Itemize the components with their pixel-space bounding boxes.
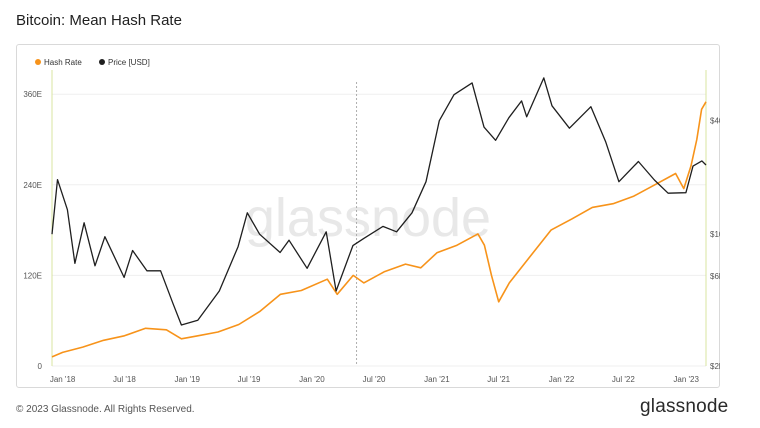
legend-hash-rate-label: Hash Rate: [44, 58, 82, 67]
y-left-tick-label: 120E: [23, 271, 42, 280]
y-axis-right: $2k $6k $10k $40k: [710, 117, 720, 371]
chart-panel: [16, 44, 720, 388]
legend: Hash Rate Price [USD]: [35, 58, 150, 67]
legend-price-dot: [99, 59, 105, 65]
brand-logo: glassnode: [640, 396, 729, 417]
y-left-tick-label: 360E: [23, 90, 42, 99]
chart-svg: glassnode Jan '18 Jul '18 Jan '19 Jul '19 Ja…: [23, 58, 720, 384]
watermark: glassnode: [245, 188, 491, 248]
x-axis: Jan '18 Jul '18 Jan '19 Jul '19 Jan '20 Jul '…: [50, 375, 700, 384]
x-tick-label: Jan '23: [673, 375, 699, 384]
y-axis-left: 0 120E 240E 360E: [23, 90, 42, 371]
y-right-tick-label: $6k: [710, 272, 720, 281]
series-price-line: [51, 77, 707, 326]
y-left-tick-label: 0: [38, 362, 43, 371]
x-tick-label: Jul '21: [487, 375, 510, 384]
copyright-footer: © 2023 Glassnode. All Rights Reserved.: [16, 404, 195, 415]
legend-hash-rate-dot: [35, 59, 41, 65]
x-tick-label: Jul '19: [238, 375, 261, 384]
series-group: [51, 77, 707, 358]
y-right-tick-label: $10k: [710, 230, 720, 239]
chart-title: Bitcoin: Mean Hash Rate: [16, 12, 182, 29]
y-right-tick-label: $40k: [710, 117, 720, 126]
x-tick-label: Jul '22: [612, 375, 635, 384]
x-tick-label: Jul '20: [363, 375, 386, 384]
series-hash-rate-line: [51, 101, 707, 358]
x-tick-label: Jan '21: [424, 375, 450, 384]
x-tick-label: Jan '22: [549, 375, 575, 384]
x-tick-label: Jan '20: [299, 375, 325, 384]
gridlines: [52, 93, 706, 367]
y-left-tick-label: 240E: [23, 181, 42, 190]
x-tick-label: Jul '18: [113, 375, 136, 384]
y-right-tick-label: $2k: [710, 362, 720, 371]
x-tick-label: Jan '18: [50, 375, 76, 384]
legend-price-label: Price [USD]: [108, 58, 150, 67]
x-tick-label: Jan '19: [174, 375, 200, 384]
